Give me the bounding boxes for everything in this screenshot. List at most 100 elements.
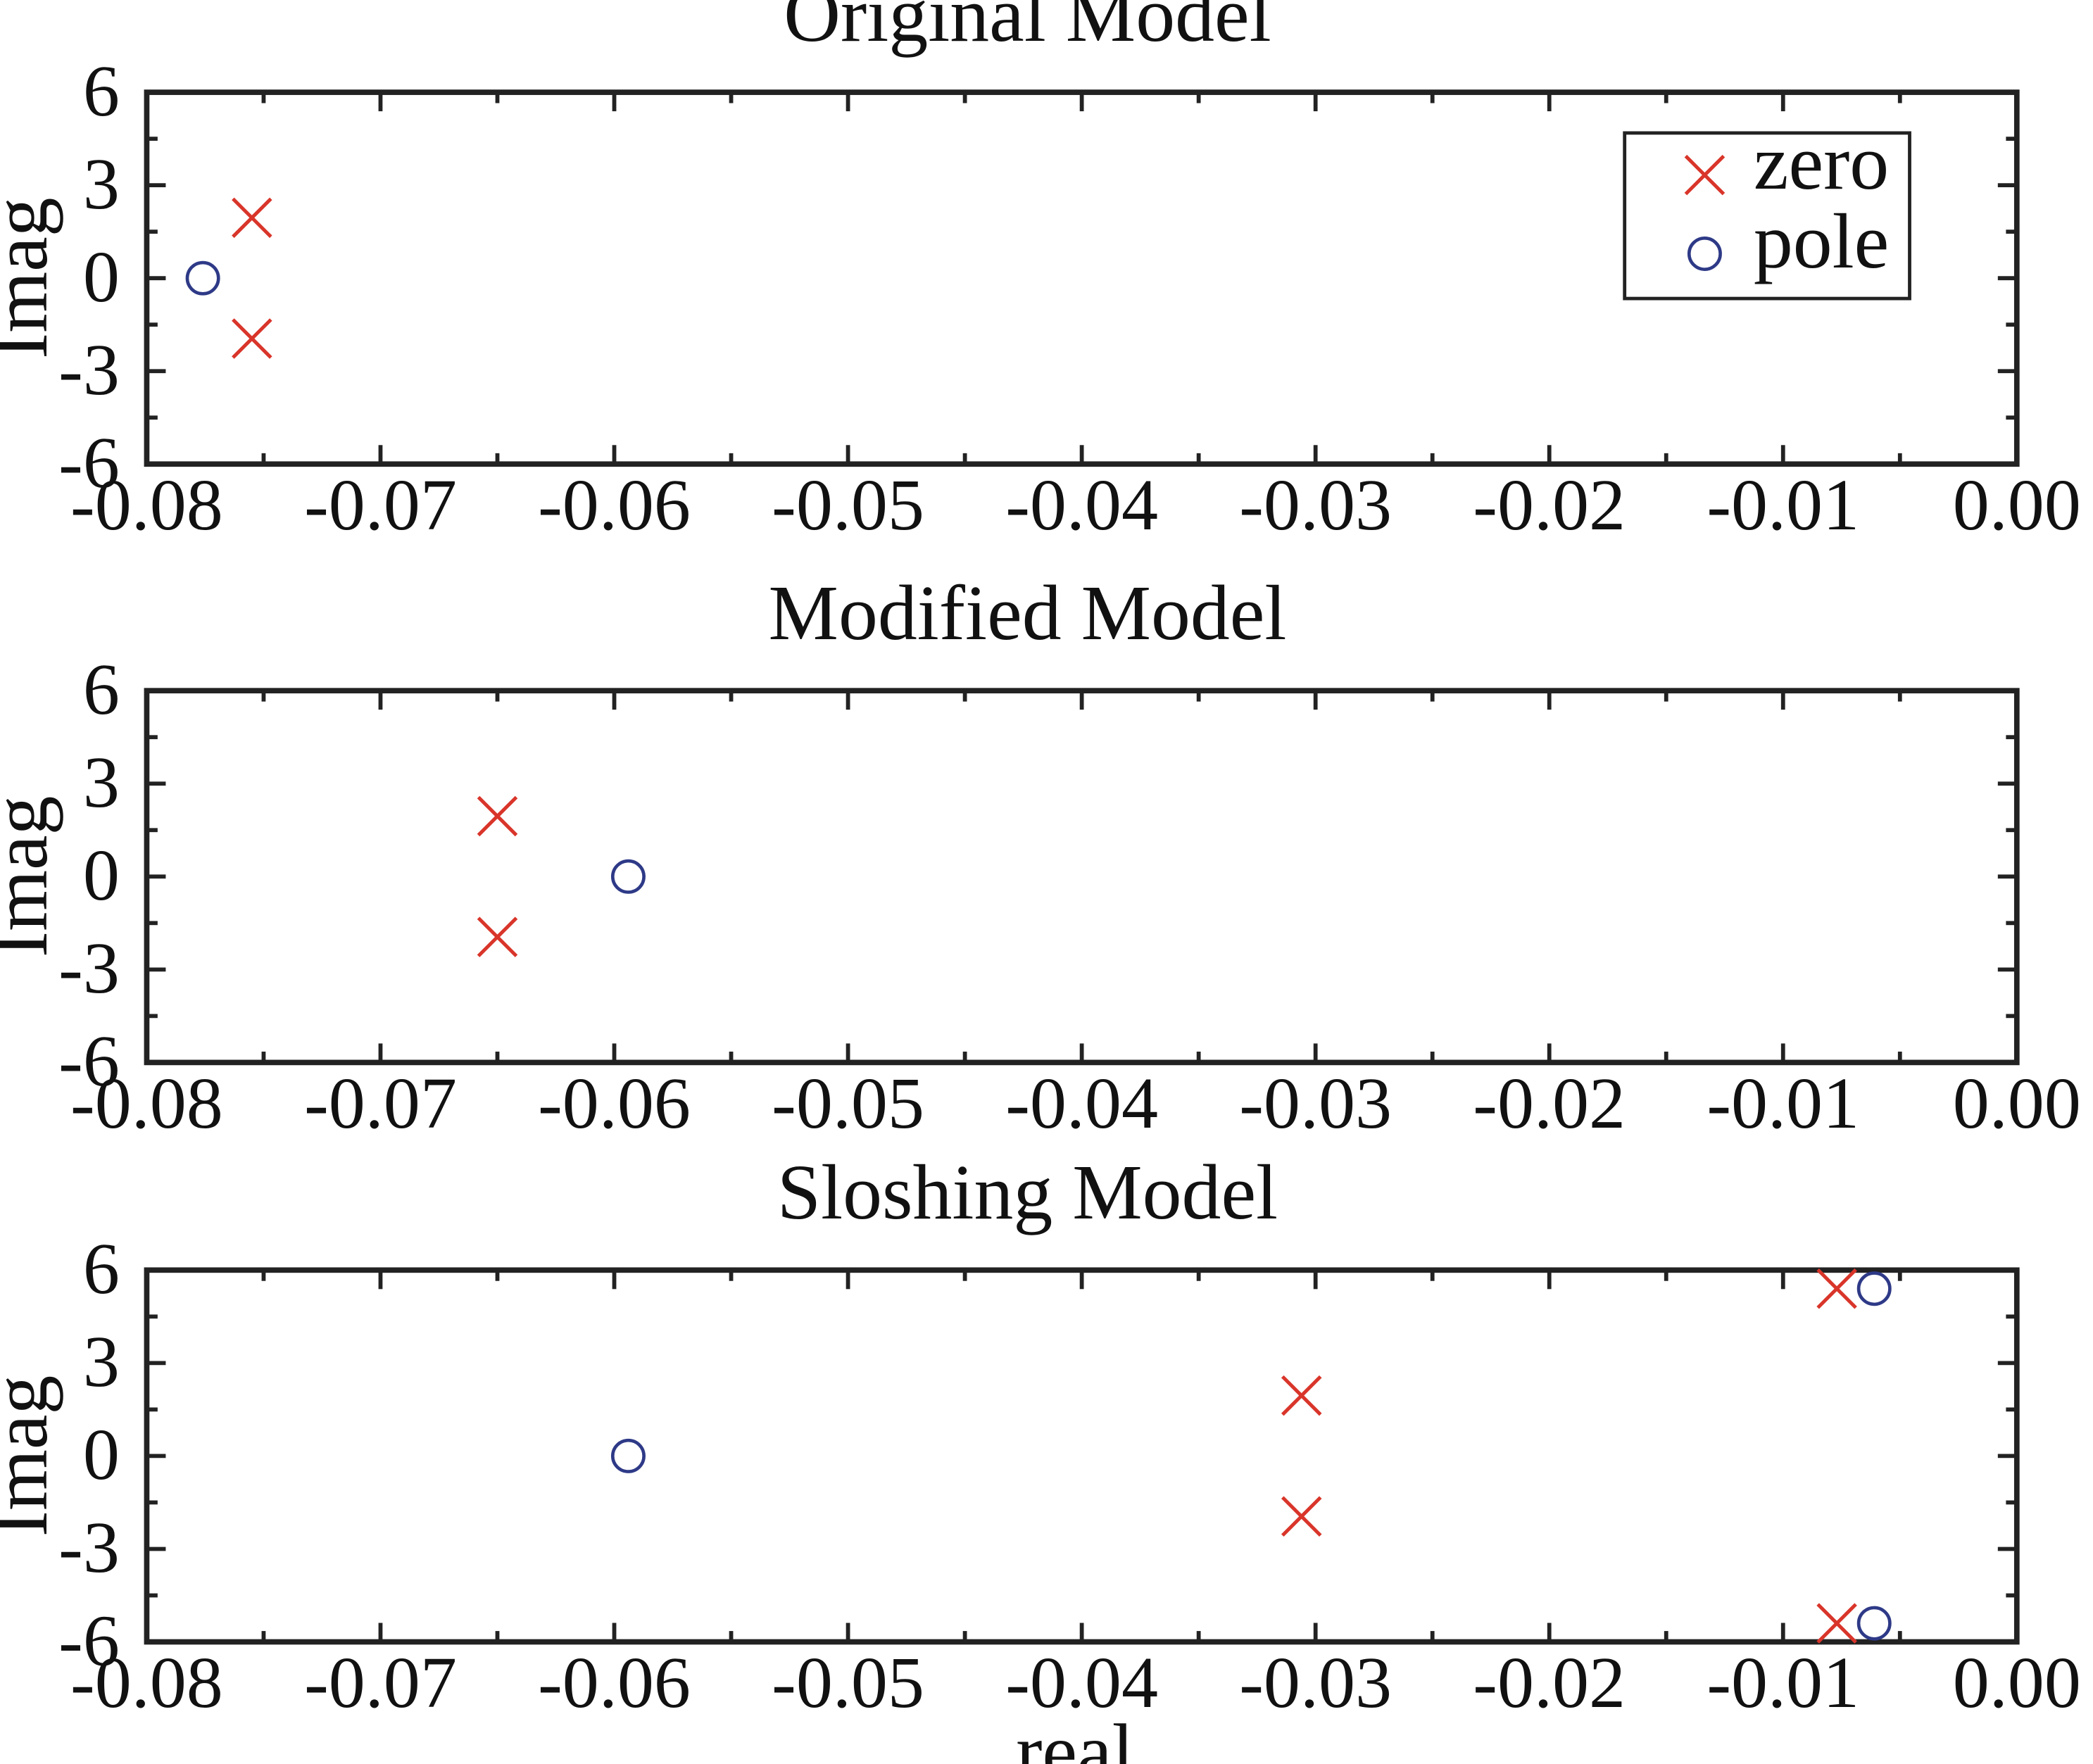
zero-marker (1281, 1375, 1322, 1416)
x-tick (378, 1270, 500, 1642)
zero-marker (1816, 1603, 1857, 1644)
y-axis-label: Imag (0, 1375, 64, 1537)
y-tick (146, 1454, 2017, 1505)
y-tick-label: 3 (83, 143, 120, 225)
x-tick (612, 691, 734, 1063)
y-tick-label: 6 (83, 648, 120, 730)
pole-marker (1856, 1271, 1892, 1306)
x-tick (612, 1270, 734, 1642)
legend-box (1623, 131, 1911, 301)
plot-panel-3: Sloshing Model-0.08 -0.07 -0.06 -0.05 -0.04-… (0, 1149, 2081, 1764)
x-tick-label: -0.03 (1239, 464, 1392, 546)
y-tick-label: 0 (83, 834, 120, 916)
y-tick-label: 3 (83, 1321, 120, 1402)
x-tick-label: 0.00 (1953, 1062, 2081, 1144)
x-tick-label: -0.05 (772, 1642, 924, 1723)
x-tick-label: -0.07 (304, 1062, 457, 1144)
y-axis-label: Imag (0, 197, 64, 359)
y-tick (146, 1546, 2017, 1598)
zero-marker (477, 916, 518, 957)
x-tick (1780, 691, 1902, 1063)
x-tick-label: -0.08 (70, 1062, 223, 1144)
plot-panel-2: Modified Model-0.08 -0.07 -0.06 -0.05 -0.04-… (0, 569, 2081, 1144)
x-tick-label: -0.07 (304, 1642, 457, 1723)
x-tick-label: 0.00 (1953, 1642, 2081, 1723)
x-tick-label: -0.01 (1707, 1062, 1859, 1144)
y-tick-label: -6 (58, 1020, 120, 1102)
y-tick (146, 874, 2017, 926)
series-pole (610, 1271, 1892, 1641)
x-tick-label: -0.05 (772, 464, 924, 546)
x-tick (1313, 92, 1435, 465)
y-tick-label: -3 (58, 1506, 120, 1588)
y-tick (146, 183, 2017, 234)
x-tick-label: -0.06 (538, 1062, 691, 1144)
y-tick-label: 0 (83, 236, 120, 317)
pole-marker (1856, 1606, 1892, 1641)
x-tick (1313, 1270, 1435, 1642)
x-tick-label: -0.03 (1239, 1062, 1392, 1144)
series-pole (185, 260, 220, 296)
zero-marker (1816, 1268, 1857, 1309)
y-tick-label: 6 (83, 50, 120, 132)
legend-pole-marker (1687, 236, 1722, 271)
x-tick (144, 92, 266, 465)
plot-panel-1: Original Model-0.08 -0.07 -0.06 -0.05 -0.04-… (0, 0, 2081, 546)
x-tick (378, 691, 500, 1063)
series-zero (232, 197, 272, 359)
zero-marker (232, 318, 272, 359)
zero-marker (232, 197, 272, 239)
x-tick-label: 0.00 (1953, 464, 2081, 546)
zero-marker (1281, 1496, 1322, 1537)
panel-title: Original Model (784, 0, 1271, 58)
panel-title: Sloshing Model (777, 1149, 1278, 1236)
x-tick-label: -0.06 (538, 1642, 691, 1723)
y-tick-label: -3 (58, 329, 120, 410)
y-tick (146, 276, 2017, 327)
y-tick-label: 3 (83, 741, 120, 823)
x-tick (1547, 92, 1668, 465)
x-tick (1780, 1270, 1902, 1642)
x-tick (846, 1270, 967, 1642)
x-tick-label: -0.07 (304, 464, 457, 546)
pole-marker (185, 260, 220, 296)
y-tick (146, 369, 2017, 420)
x-tick (1780, 92, 1902, 465)
y-tick (146, 1361, 2017, 1412)
x-tick-label: -0.04 (1005, 1062, 1158, 1144)
x-tick-label: -0.03 (1239, 1642, 1392, 1723)
x-tick-label: -0.02 (1473, 1642, 1626, 1723)
y-tick (146, 1268, 2017, 1319)
x-tick (1547, 1270, 1668, 1642)
x-tick (144, 691, 266, 1063)
x-tick (1079, 92, 1201, 465)
x-tick-label: -0.08 (70, 1642, 223, 1723)
x-tick-label: -0.02 (1473, 1062, 1626, 1144)
series-zero (1281, 1268, 1857, 1644)
x-tick-label: -0.02 (1473, 464, 1626, 546)
series-zero (477, 795, 518, 957)
x-tick (1079, 691, 1201, 1063)
y-axis-label: Imag (0, 795, 64, 957)
plot-frame (144, 1267, 2020, 1645)
x-tick (378, 92, 500, 465)
legend-label: pole (1754, 198, 1889, 285)
x-tick (612, 92, 734, 465)
x-tick-label: -0.04 (1005, 464, 1158, 546)
y-tick-label: -6 (58, 1599, 120, 1681)
x-tick (1079, 1270, 1201, 1642)
x-tick-label: -0.04 (1005, 1642, 1158, 1723)
y-tick-label: 0 (83, 1413, 120, 1495)
zero-marker (477, 795, 518, 837)
x-tick-label: -0.01 (1707, 1642, 1859, 1723)
y-tick-label: 6 (83, 1228, 120, 1309)
x-tick-label: -0.08 (70, 464, 223, 546)
x-tick (846, 691, 967, 1063)
x-axis-label: real (1016, 1708, 1134, 1764)
legend-zero-marker (1684, 154, 1726, 196)
pole-marker (610, 859, 646, 894)
pole-marker (610, 1438, 646, 1473)
y-tick-label: -3 (58, 927, 120, 1009)
